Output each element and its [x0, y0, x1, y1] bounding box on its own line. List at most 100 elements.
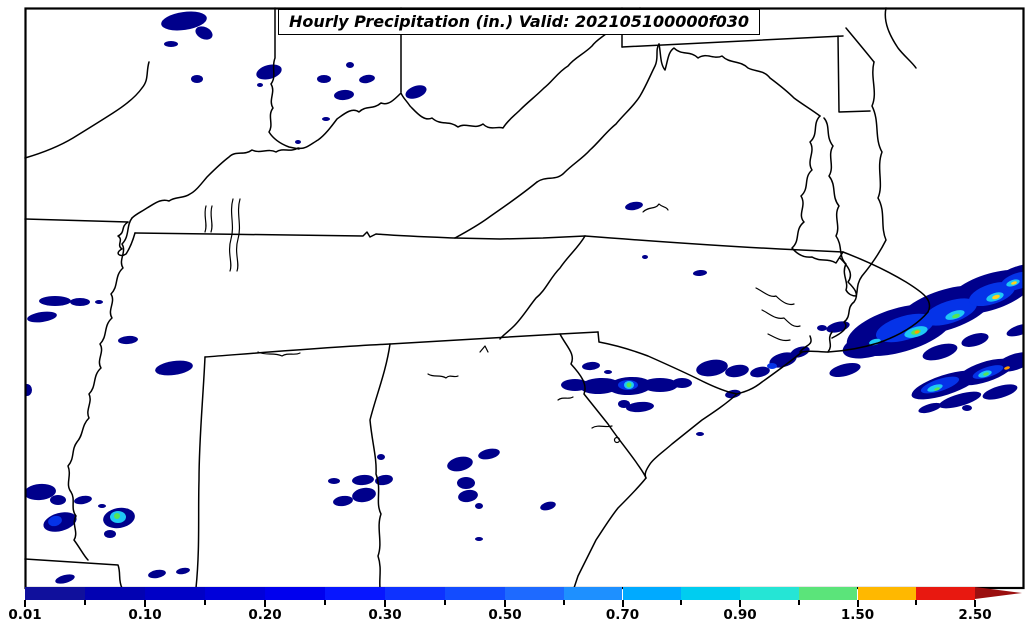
precip-cell	[295, 140, 301, 144]
precip-cell	[27, 311, 57, 323]
precip-cell	[961, 333, 989, 347]
precip-cell	[475, 537, 483, 541]
map-title: Hourly Precipitation (in.) Valid: 202105…	[278, 9, 760, 35]
precip-cell	[457, 477, 475, 489]
precip-cell	[104, 530, 116, 538]
colorbar-segment	[385, 587, 445, 600]
colorbar-major-tick	[24, 600, 26, 607]
precip-cell	[377, 454, 385, 460]
colorbar-minor-tick	[680, 600, 683, 605]
georgia-river-squiggle	[591, 425, 613, 429]
southcarolina-river-squiggle	[557, 396, 574, 401]
colorbar-segment	[505, 587, 564, 600]
appomattox-river	[761, 309, 801, 328]
colorbar-major-tick	[504, 600, 506, 607]
colorbar-minor-tick	[204, 600, 206, 605]
colorbar-minor-tick	[915, 600, 918, 605]
colorbar-tick-label: 1.50	[840, 607, 875, 623]
precip-cell	[328, 478, 340, 484]
colorbar-tick-label: 0.70	[605, 607, 640, 623]
border-kentucky-virginia	[454, 181, 538, 239]
precip-cell	[346, 62, 354, 68]
colorbar-segment	[798, 587, 858, 600]
precip-cell	[725, 364, 749, 378]
precip-cell	[352, 487, 376, 503]
precip-cell	[767, 363, 777, 369]
westvirginia-river-squiggle	[642, 203, 669, 213]
precip-cell	[118, 335, 138, 345]
colorbar-minor-tick	[797, 600, 800, 605]
precip-cell	[114, 513, 120, 519]
precip-cell	[829, 363, 861, 377]
colorbar-segment	[563, 587, 623, 600]
precip-cell	[923, 298, 977, 326]
colorbar-major-tick	[144, 600, 146, 607]
precip-cell	[642, 378, 678, 392]
georgia-creek-mark	[479, 345, 489, 353]
precip-cell	[447, 456, 473, 472]
precip-cell	[148, 569, 166, 579]
precip-cell	[39, 296, 71, 306]
delaware-bay	[845, 27, 875, 63]
pamlico-sound-shore	[799, 257, 858, 353]
precip-cell	[817, 325, 827, 331]
precip-cell	[642, 255, 648, 259]
colorbar-segment	[145, 587, 205, 600]
colorbar-major-tick	[856, 600, 859, 607]
colorbar-tick-label: 0.01	[8, 607, 42, 623]
precip-cell	[693, 269, 707, 277]
alabama-river-squiggle	[257, 351, 301, 357]
colorbar-major-tick	[384, 600, 386, 607]
precip-blobs	[26, 11, 1023, 584]
chesapeake-east-shore	[823, 117, 857, 297]
southeast-coastline	[573, 351, 803, 589]
precip-cell	[256, 64, 282, 80]
precip-cell	[155, 360, 193, 376]
precip-cell	[317, 75, 331, 83]
precip-cell	[934, 387, 940, 391]
colorbar-segment	[857, 587, 917, 600]
blackwater-river	[767, 333, 791, 342]
colorbar-tick-label: 0.20	[248, 607, 282, 623]
precip-cell	[359, 74, 375, 84]
border-illinois-indiana	[268, 7, 300, 150]
precip-cell	[626, 382, 632, 388]
ohio-river	[131, 7, 641, 219]
precip-cell	[769, 352, 797, 368]
precip-cell	[322, 117, 330, 121]
precip-cell	[938, 391, 982, 409]
upper-mississippi-river	[24, 61, 150, 159]
colorbar-minor-tick	[444, 600, 446, 605]
precip-cell	[195, 26, 213, 40]
outer-banks	[801, 251, 931, 353]
colorbar-segment	[85, 587, 145, 600]
precip-cell	[604, 370, 612, 374]
minor-rivers	[204, 198, 801, 444]
precip-cell	[257, 83, 263, 87]
precip-cell	[696, 359, 728, 377]
border-mississippi-alabama	[195, 356, 206, 589]
new-madrid-bend	[117, 221, 136, 257]
precip-cell	[161, 11, 207, 31]
border-31n-pearl	[24, 558, 123, 589]
newjersey-shore	[884, 7, 917, 69]
border-virginia-northcarolina	[584, 235, 844, 253]
colorbar-minor-tick	[84, 600, 86, 605]
colorbar-segment	[265, 587, 325, 600]
tennessee-river-kentucky-lake	[228, 198, 241, 272]
precip-cell	[352, 474, 374, 486]
colorbar-segment	[445, 587, 505, 600]
precip-cell	[50, 495, 66, 505]
colorbar-minor-tick	[562, 600, 565, 605]
precip-cell	[962, 405, 972, 411]
precip-cell	[26, 384, 32, 396]
colorbar-segment	[622, 587, 682, 600]
precip-cell	[176, 567, 190, 575]
state-borders	[24, 7, 931, 589]
precip-cell	[696, 432, 704, 436]
precip-cell	[95, 300, 103, 304]
savannah-river-border	[559, 333, 647, 479]
border-missouri-arkansas	[24, 218, 129, 223]
precip-cell	[626, 401, 654, 413]
